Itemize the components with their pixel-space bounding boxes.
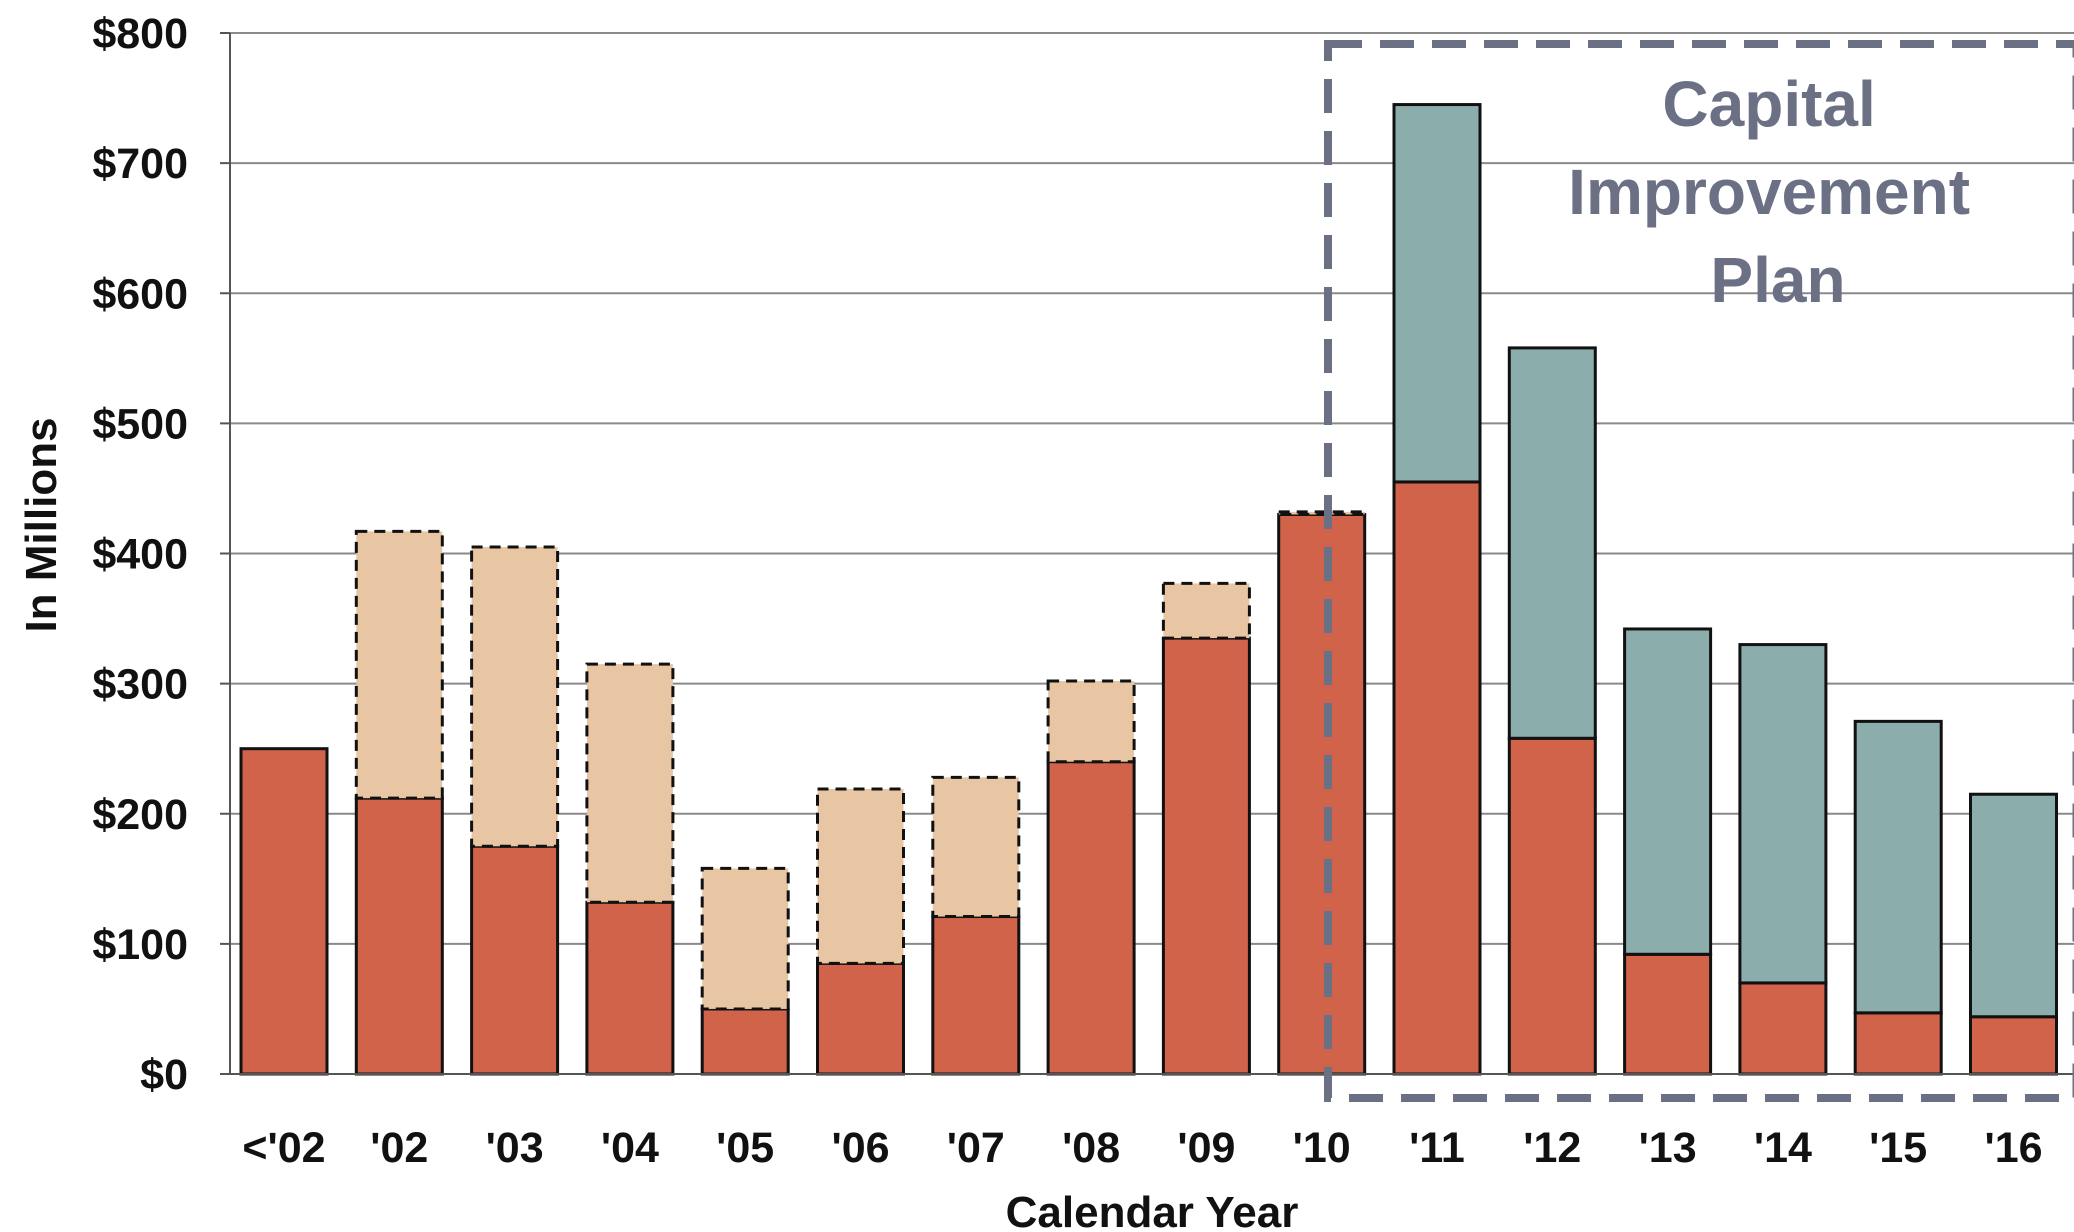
x-tick-label: '11 <box>1409 1124 1465 1172</box>
cip-title-line-1: Capital <box>1662 68 1875 140</box>
x-tick-label: '06 <box>831 1124 889 1172</box>
y-tick-label: $400 <box>92 531 188 579</box>
bar-segment-2 <box>585 662 675 904</box>
capital-improvement-plan-title: Capital Improvement Plan <box>1568 68 1988 316</box>
bars <box>239 103 2058 1076</box>
x-tick-label: '08 <box>1062 1124 1120 1172</box>
y-tick-label: $0 <box>140 1051 188 1099</box>
x-axis-tick-labels: <'02 '02 '03 '04 '05 '06 '07 '08 '09 '10 '11 '12 '13… <box>242 1124 2042 1172</box>
x-tick-label: '05 <box>716 1124 774 1172</box>
bar-segment-1 <box>931 915 1021 1076</box>
y-axis-tick-labels: $0 $100 $200 $300 $400 $500 $600 $700 $800 <box>92 10 188 1099</box>
capital-improvement-plan-annotation: Capital Improvement Plan <box>1324 40 2074 1102</box>
y-tick-label: $800 <box>92 10 188 58</box>
bar-segment-1 <box>1623 952 1713 1076</box>
y-tick-label: $200 <box>92 791 188 839</box>
bar-segment-1 <box>700 1007 790 1076</box>
bar-segment-1 <box>1969 1015 2058 1076</box>
bar-segment-1 <box>239 747 329 1076</box>
x-tick-label: '15 <box>1869 1124 1927 1172</box>
x-tick-label: '03 <box>486 1124 544 1172</box>
bar-segment-3 <box>1507 346 1597 740</box>
bar-segment-1 <box>1161 636 1251 1076</box>
x-tick-label: '04 <box>601 1124 659 1172</box>
bar-segment-1 <box>1277 512 1367 1076</box>
bar-segment-1 <box>1853 1011 1943 1076</box>
bar-segment-1 <box>470 844 560 1076</box>
x-tick-label: '10 <box>1293 1124 1351 1172</box>
x-tick-label: '09 <box>1177 1124 1235 1172</box>
x-tick-label: '07 <box>947 1124 1005 1172</box>
x-tick-label: '14 <box>1754 1124 1812 1172</box>
bar-segment-3 <box>1738 643 1828 985</box>
bar-segment-1 <box>354 796 444 1076</box>
capital-improvement-plan-box <box>1324 40 2074 1102</box>
bar-segment-2 <box>1161 581 1251 640</box>
x-axis-title: Calendar Year <box>1006 1188 1299 1232</box>
cip-title-line-2: Improvement <box>1568 156 1970 228</box>
cip-title-line-3: Plan <box>1710 244 1845 316</box>
bar-segment-3 <box>1969 792 2058 1019</box>
bar-segment-2 <box>816 787 905 965</box>
bar-segment-3 <box>1392 103 1482 484</box>
bar-segment-1 <box>585 900 675 1076</box>
bar-segment-1 <box>1507 736 1597 1076</box>
y-tick-label: $700 <box>92 140 188 188</box>
x-tick-label: '12 <box>1523 1124 1581 1172</box>
y-tick-label: $100 <box>92 921 188 969</box>
y-tick-label: $600 <box>92 270 188 318</box>
x-tick-label: <'02 <box>242 1124 325 1172</box>
y-tick-label: $500 <box>92 400 188 448</box>
bar-segment-3 <box>1853 719 1943 1015</box>
y-axis-title: In Millions <box>17 417 66 632</box>
bar-segment-2 <box>931 775 1021 919</box>
axes <box>220 33 2074 1075</box>
bar-segment-1 <box>1392 480 1482 1076</box>
y-tick-label: $300 <box>92 661 188 709</box>
x-tick-label: '16 <box>1984 1124 2042 1172</box>
bar-segment-2 <box>700 866 790 1011</box>
x-tick-label: '13 <box>1639 1124 1697 1172</box>
bar-segment-2 <box>1277 510 1367 516</box>
x-tick-label: '02 <box>370 1124 428 1172</box>
bar-segment-3 <box>1623 627 1713 956</box>
bar-segment-2 <box>354 529 444 800</box>
bar-segment-2 <box>470 545 560 848</box>
bar-segment-1 <box>1738 981 1828 1076</box>
bar-segment-1 <box>1046 760 1136 1076</box>
bar-segment-2 <box>1046 679 1136 764</box>
bar-segment-1 <box>816 961 905 1076</box>
